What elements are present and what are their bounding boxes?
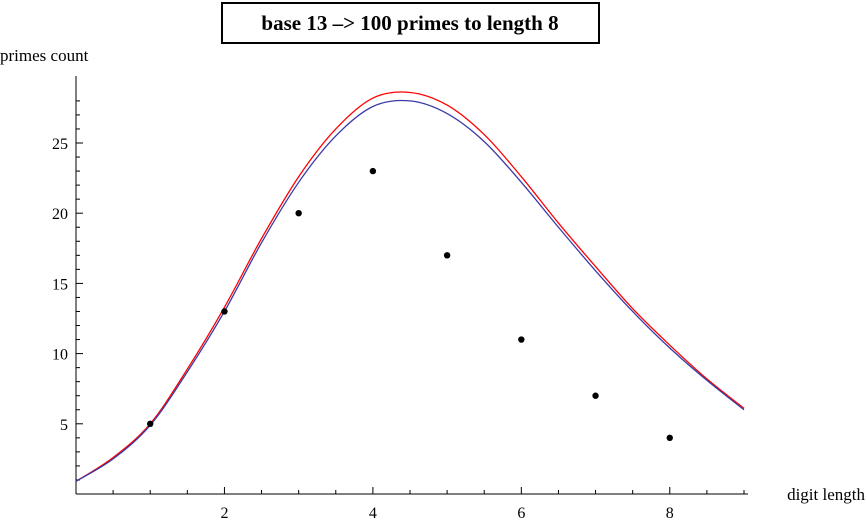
series-line-1 [75,91,745,482]
x-tick-label: 6 [517,505,525,521]
x-tick-label: 8 [666,505,674,521]
ticks-group: 2 4 6 8 5 10 15 20 25 [52,100,745,521]
y-tick-label: 25 [52,136,68,153]
data-point [518,336,525,343]
data-point [147,420,154,427]
series-group [75,91,745,482]
y-tick-label: 20 [52,206,68,223]
y-tick-label: 5 [60,417,68,434]
data-point [369,167,377,175]
data-point [221,308,228,315]
chart-title-group: base 13 –> 100 primes to length 8 [221,2,600,44]
y-tick-label: 10 [52,347,68,364]
chart-title: base 13 –> 100 primes to length 8 [261,11,558,35]
y-axis-label: primes count [0,46,89,65]
series-line-2 [75,99,745,482]
x-tick-label: 4 [369,505,377,521]
y-tick-label: 15 [52,276,68,293]
data-point [592,392,599,399]
x-axis-label: digit length [787,485,865,504]
data-point [295,210,302,217]
x-tick-label: 2 [220,505,228,521]
chart-title-box [221,2,600,44]
data-point [443,252,451,259]
data-point [666,434,673,442]
